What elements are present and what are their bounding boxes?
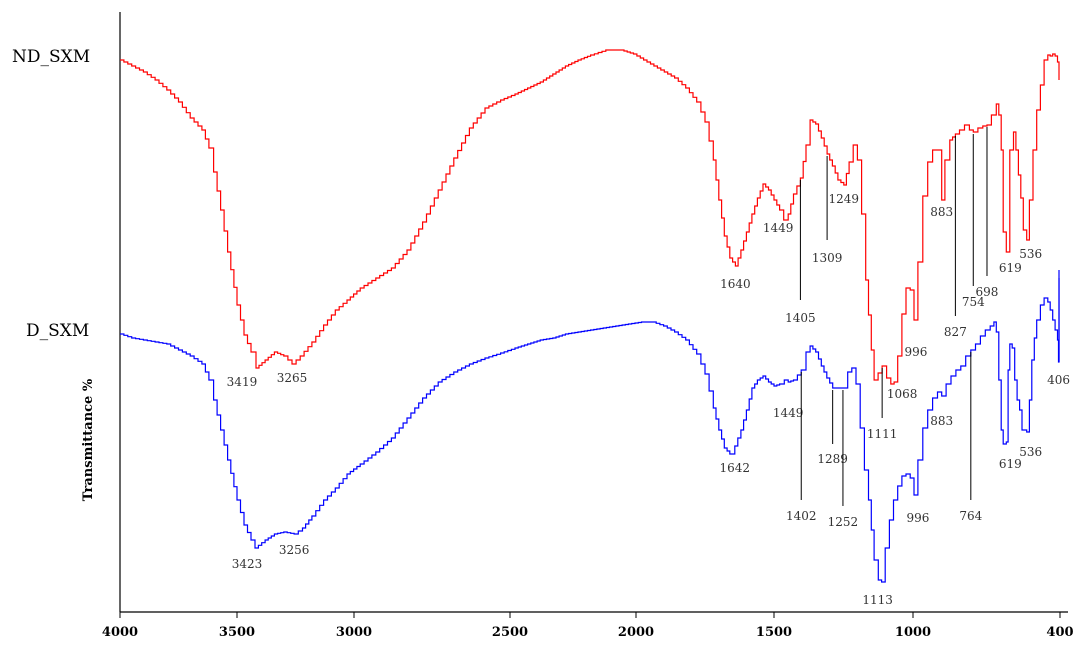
x-tick-label-3500: 3500 — [219, 625, 255, 640]
d-peak-label-3256: 3256 — [279, 543, 310, 557]
x-tick-label-3000: 3000 — [336, 625, 372, 640]
y-axis-label: Transmittance % — [81, 378, 96, 501]
nd-peak-label-619: 619 — [999, 261, 1022, 275]
x-tick-label-2500: 2500 — [492, 625, 528, 640]
series-name-d-sxm: D_SXM — [26, 321, 89, 341]
peak-annotations: 3419 3265 1640 1449 1405 1309 1249 1111 1068 996 8… — [227, 127, 1070, 607]
nd-peak-label-996: 996 — [905, 345, 928, 359]
nd-peak-label-1249: 1249 — [829, 192, 860, 206]
nd-peak-label-3265: 3265 — [277, 371, 308, 385]
d-peak-label-1449: 1449 — [773, 406, 804, 420]
x-tick-label-1000: 1000 — [895, 625, 931, 640]
nd-peak-label-1405: 1405 — [785, 311, 816, 325]
nd-peak-label-883: 883 — [930, 205, 953, 219]
d-peak-label-406: 406 — [1047, 373, 1070, 387]
x-tick-label-1500: 1500 — [756, 625, 792, 640]
d-peak-label-619: 619 — [999, 457, 1022, 471]
d-peak-label-764: 764 — [959, 509, 982, 523]
nd-peak-label-536: 536 — [1019, 247, 1042, 261]
d-peak-label-3423: 3423 — [232, 557, 263, 571]
d-peak-label-1289: 1289 — [817, 452, 848, 466]
nd-peak-label-754: 754 — [962, 295, 985, 309]
nd-peak-label-698: 698 — [976, 285, 999, 299]
nd-peak-label-3419: 3419 — [227, 375, 258, 389]
nd-peak-label-1068: 1068 — [887, 387, 918, 401]
d-peak-label-1402: 1402 — [786, 509, 817, 523]
x-axis-ticks: 4000 3500 3000 2500 2000 1500 1000 400 — [102, 612, 1073, 640]
x-tick-label-4000: 4000 — [102, 625, 138, 640]
x-tick-label-400: 400 — [1046, 625, 1073, 640]
nd-peak-label-827: 827 — [944, 325, 967, 339]
series-line-d-sxm — [120, 270, 1060, 583]
series-name-nd-sxm: ND_SXM — [12, 47, 90, 67]
series-line-nd-sxm — [120, 49, 1060, 385]
d-peak-label-1642: 1642 — [720, 461, 751, 475]
nd-peak-label-1640: 1640 — [720, 277, 751, 291]
d-peak-label-883: 883 — [930, 414, 953, 428]
nd-peak-label-1449: 1449 — [763, 221, 794, 235]
axes: Transmittance % — [81, 12, 1068, 613]
d-peak-label-1252: 1252 — [828, 515, 859, 529]
nd-peak-label-1111: 1111 — [867, 427, 898, 441]
d-peak-label-536: 536 — [1019, 445, 1042, 459]
x-tick-label-2000: 2000 — [618, 625, 654, 640]
nd-peak-label-1309: 1309 — [812, 251, 843, 265]
d-peak-label-996: 996 — [907, 511, 930, 525]
series-layer — [120, 49, 1060, 583]
d-peak-label-1113: 1113 — [862, 593, 893, 607]
